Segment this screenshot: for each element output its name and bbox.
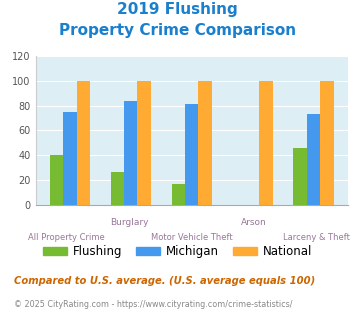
Legend: Flushing, Michigan, National: Flushing, Michigan, National	[38, 240, 317, 263]
Bar	[124, 101, 137, 205]
Text: Motor Vehicle Theft: Motor Vehicle Theft	[151, 233, 233, 242]
Text: All Property Crime: All Property Crime	[28, 233, 105, 242]
Text: Arson: Arson	[241, 218, 267, 227]
Text: Burglary: Burglary	[110, 218, 148, 227]
Bar	[320, 81, 334, 205]
Bar	[111, 172, 124, 205]
Bar	[307, 114, 320, 205]
Text: Larceny & Theft: Larceny & Theft	[283, 233, 350, 242]
Text: © 2025 CityRating.com - https://www.cityrating.com/crime-statistics/: © 2025 CityRating.com - https://www.city…	[14, 300, 293, 309]
Bar	[294, 148, 307, 205]
Text: Property Crime Comparison: Property Crime Comparison	[59, 23, 296, 38]
Bar	[185, 104, 198, 205]
Bar	[137, 81, 151, 205]
Text: Compared to U.S. average. (U.S. average equals 100): Compared to U.S. average. (U.S. average …	[14, 276, 316, 285]
Bar	[77, 81, 90, 205]
Bar	[260, 81, 273, 205]
Text: 2019 Flushing: 2019 Flushing	[117, 2, 238, 16]
Bar	[198, 81, 212, 205]
Bar	[50, 155, 63, 205]
Bar	[171, 183, 185, 205]
Bar	[63, 112, 77, 205]
